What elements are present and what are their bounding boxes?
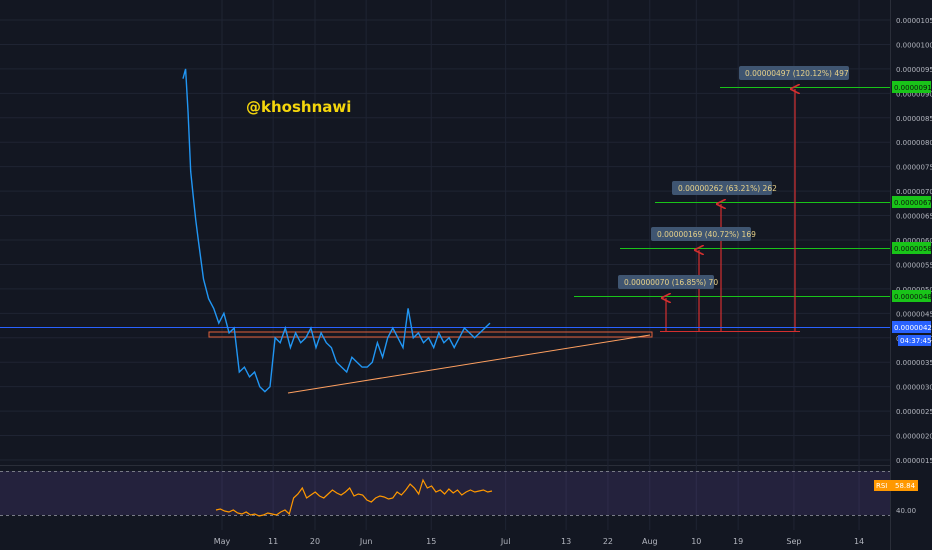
measure-box-3[interactable]: 0.00000262 (63.21%) 262 (672, 181, 777, 195)
svg-text:0.00000918: 0.00000918 (894, 84, 932, 92)
x-tick-label: 20 (310, 537, 320, 546)
svg-text:0.00000070 (16.85%) 70: 0.00000070 (16.85%) 70 (624, 278, 718, 287)
svg-text:0.00000262 (63.21%) 262: 0.00000262 (63.21%) 262 (678, 184, 777, 193)
x-tick-label: 11 (268, 537, 278, 546)
x-tick-label: Jun (359, 537, 373, 546)
resistance-zone[interactable] (208, 331, 653, 338)
price-series-line[interactable] (182, 68, 491, 393)
svg-text:0.00000497 (120.12%) 497: 0.00000497 (120.12%) 497 (745, 69, 849, 78)
rsi-tick-40: 40.00 (896, 507, 916, 515)
x-tick-label: 19 (733, 537, 743, 546)
measure-box-1[interactable]: 0.00000070 (16.85%) 70 (618, 275, 718, 289)
x-tick-label: Aug (642, 537, 658, 546)
y-tick-label: 0.00001050 (896, 17, 932, 25)
measure-box-2[interactable]: 0.00000169 (40.72%) 169 (651, 227, 756, 241)
measure-box-4[interactable]: 0.00000497 (120.12%) 497 (739, 66, 849, 80)
x-tick-label: Jul (500, 537, 511, 546)
current-price-tag: 0.00000422 (892, 321, 932, 333)
svg-text:04:37:45: 04:37:45 (900, 337, 931, 345)
svg-text:RSI: RSI (876, 482, 887, 490)
svg-text:0.00000486: 0.00000486 (894, 293, 932, 301)
support-trendline[interactable] (287, 334, 651, 394)
x-tick-label: 13 (561, 537, 571, 546)
level-tag-1: 0.00000486 (892, 290, 932, 302)
svg-text:0.00000169 (40.72%) 169: 0.00000169 (40.72%) 169 (657, 230, 756, 239)
watermark: @khoshnawi (246, 98, 351, 116)
x-axis-ticks: May 11 20 Jun 15 Jul 13 22 Aug 10 19 Sep 14 (214, 537, 864, 546)
rsi-value-tag: RSI 58.84 (874, 480, 918, 491)
x-tick-label: 15 (426, 537, 436, 546)
svg-text:0.00000677: 0.00000677 (894, 199, 932, 207)
x-tick-label: May (214, 537, 231, 546)
rsi-series-line[interactable] (215, 478, 493, 517)
level-tag-4: 0.00000918 (892, 81, 932, 93)
x-tick-label: Sep (786, 537, 801, 546)
level-tag-3: 0.00000677 (892, 196, 932, 208)
svg-text:58.84: 58.84 (895, 482, 916, 490)
x-tick-label: 10 (691, 537, 701, 546)
rsi-pane (0, 466, 890, 530)
level-tag-2: 0.00000584 (892, 242, 932, 254)
x-tick-label: 22 (603, 537, 613, 546)
svg-text:0.00000422: 0.00000422 (894, 324, 932, 332)
countdown-tag: 04:37:45 (898, 335, 931, 346)
x-tick-label: 14 (854, 537, 864, 546)
svg-text:0.00000584: 0.00000584 (894, 245, 932, 253)
